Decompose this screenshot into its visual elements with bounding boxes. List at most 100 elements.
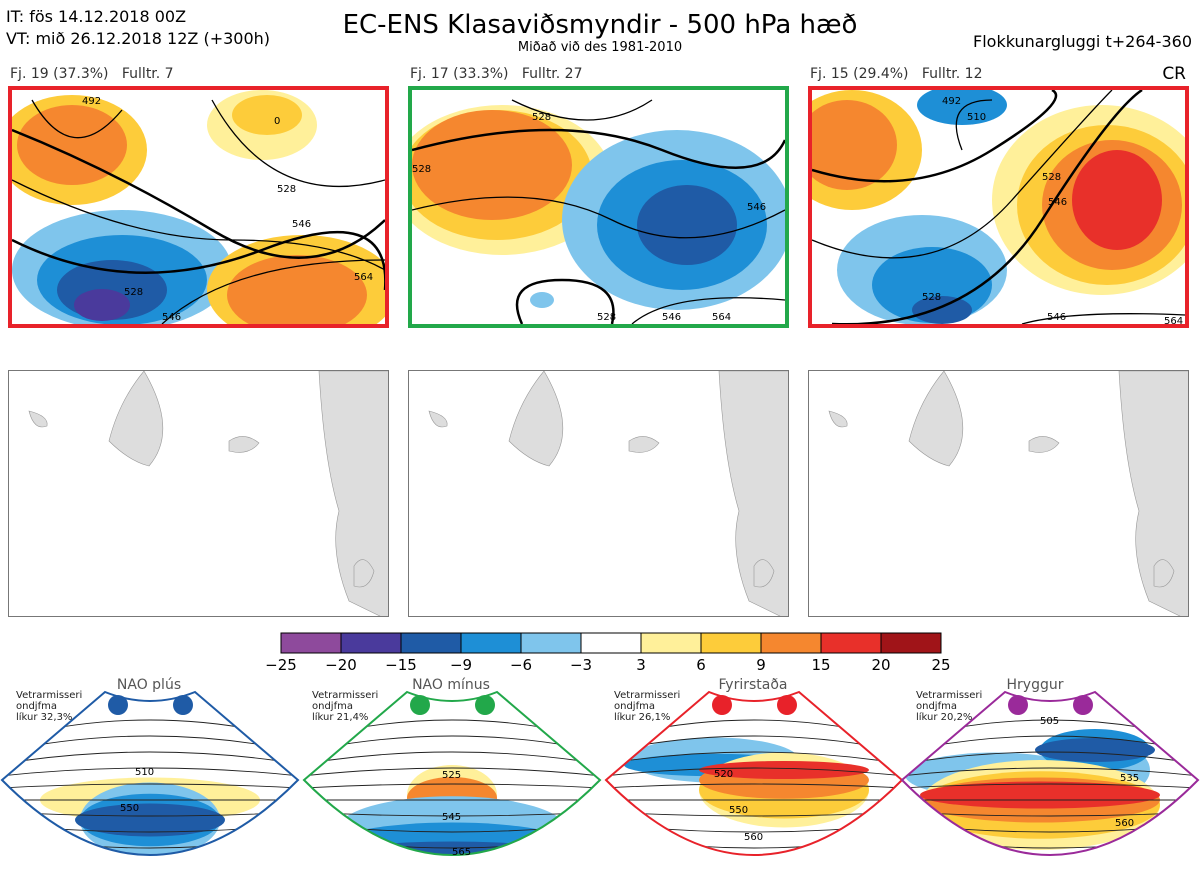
regime-contour-label: 550 (120, 803, 139, 814)
regime-code: CR (1162, 64, 1186, 84)
cluster-2-caption: Fj. 17 (33.3%) Fulltr. 27 (410, 66, 583, 82)
cluster-2-contour-label: 546 (662, 312, 681, 323)
regime-fan-border (302, 690, 602, 856)
regime-note-line: ondjfma (312, 701, 353, 712)
cluster-2-fj: Fj. 17 (33.3%) (410, 66, 509, 82)
colorbar (280, 632, 944, 658)
colorbar-tick-label: 15 (811, 656, 831, 674)
blank-map-3 (808, 370, 1189, 617)
regime-note-line: Vetrarmisseri (614, 690, 681, 701)
cluster-1-caption: Fj. 19 (37.3%) Fulltr. 7 (10, 66, 174, 82)
colorbar-tick-label: −20 (325, 656, 357, 674)
page-title: EC-ENS Klasaviðsmyndir - 500 hPa hæð (342, 10, 858, 40)
init-time: IT: fös 14.12.2018 00Z (6, 7, 187, 26)
cluster-3-contour-label: 510 (967, 112, 986, 123)
cluster-2-map: 528 528 546 528 546 564 (408, 86, 789, 328)
colorbar-tick-label: 9 (756, 656, 766, 674)
regime-4-title: Hryggur (1006, 677, 1064, 693)
colorbar-swatch (820, 632, 882, 654)
blank-map-1 (8, 370, 389, 617)
cluster-1-fj: Fj. 19 (37.3%) (10, 66, 109, 82)
regime-contour-label: 565 (452, 847, 471, 858)
cluster-3-fj: Fj. 15 (29.4%) (810, 66, 909, 82)
regime-probability: líkur 21,4% (312, 712, 369, 723)
cluster-2-rep: Fulltr. 27 (521, 66, 583, 82)
regime-fan-border (900, 690, 1200, 856)
cluster-3-caption: Fj. 15 (29.4%) Fulltr. 12 (810, 66, 983, 82)
window-label: Flokkunargluggi t+264-360 (973, 32, 1192, 51)
regime-contour-label: 550 (729, 805, 748, 816)
cluster-2-contour-label: 564 (712, 312, 731, 323)
regime-fan-border (604, 690, 904, 856)
colorbar-swatch (700, 632, 762, 654)
colorbar-swatch (760, 632, 822, 654)
regime-note-line: ondjfma (614, 701, 655, 712)
colorbar-swatch (400, 632, 462, 654)
regime-probability: líkur 26,1% (614, 712, 671, 723)
cluster-1-contour-label: 564 (354, 272, 373, 283)
colorbar-swatch (640, 632, 702, 654)
cluster-3-rep: Fulltr. 12 (921, 66, 983, 82)
regime-marker-dot (777, 695, 797, 715)
regime-fan-fill (2, 719, 298, 855)
regime-note-line: Vetrarmisseri (916, 690, 983, 701)
colorbar-swatch (580, 632, 642, 654)
colorbar-tick-label: −3 (569, 656, 593, 674)
colorbar-swatch (520, 632, 582, 654)
regime-marker-dot (475, 695, 495, 715)
regime-contour-label: 535 (1120, 773, 1139, 784)
cluster-3-contour-label: 492 (942, 96, 961, 107)
regime-3-title: Fyrirstaða (718, 677, 788, 693)
valid-time: VT: mið 26.12.2018 12Z (+300h) (6, 29, 271, 48)
cluster-3-contour-label: 528 (922, 292, 941, 303)
regime-contour-label: 560 (1115, 818, 1134, 829)
regime-contour-label: 520 (714, 769, 733, 780)
regime-marker-dot (173, 695, 193, 715)
regime-3-note: Vetrarmisseri ondjfma líkur 26,1% (614, 690, 680, 723)
regime-1-title: NAO plús (116, 677, 182, 693)
regime-fan-border (0, 690, 300, 856)
cluster-2-contour-label: 528 (412, 164, 431, 175)
regime-2-title: NAO mínus (412, 677, 490, 693)
colorbar-tick-label: 6 (696, 656, 706, 674)
regime-marker-dot (410, 695, 430, 715)
regime-note-line: Vetrarmisseri (312, 690, 379, 701)
regime-1-note: Vetrarmisseri ondjfma líkur 32,3% (16, 690, 82, 723)
page-subtitle: Miðað við des 1981-2010 (517, 40, 683, 55)
regime-contour-label: 560 (744, 832, 763, 843)
regime-marker-dot (1073, 695, 1093, 715)
colorbar-tick-label: 25 (931, 656, 951, 674)
regime-contour-label: 505 (1040, 716, 1059, 727)
regime-contour-label: 510 (135, 767, 154, 778)
cluster-2-contour-label: 528 (532, 112, 551, 123)
colorbar-tick-label: 3 (636, 656, 646, 674)
regime-probability: líkur 32,3% (16, 712, 73, 723)
cluster-1-contour-label: 528 (124, 287, 143, 298)
regime-note-line: Vetrarmisseri (16, 690, 83, 701)
cluster-1-contour-label: 492 (82, 96, 101, 107)
colorbar-tick-label: 20 (871, 656, 891, 674)
cluster-1-contour-label: 0 (274, 116, 280, 127)
cluster-1-contour-label: 546 (162, 312, 181, 323)
colorbar-tick-label: −25 (265, 656, 297, 674)
regime-note-line: ondjfma (16, 701, 57, 712)
colorbar-swatch (280, 632, 342, 654)
regime-marker-dot (712, 695, 732, 715)
cluster-2-contour-label: 528 (597, 312, 616, 323)
regime-2-note: Vetrarmisseri ondjfma líkur 21,4% (312, 690, 378, 723)
regime-fan-fill (606, 719, 902, 849)
regime-contour-label: 545 (442, 812, 461, 823)
blank-map-2 (408, 370, 789, 617)
regime-row: 510 550 525 545 565 520 550 560 505 535 560 (0, 680, 1200, 871)
colorbar-tick-label: −15 (385, 656, 417, 674)
regime-marker-dot (108, 695, 128, 715)
cluster-3-map: 492 510 528 546 528 546 564 (808, 86, 1189, 328)
regime-fan-fill (902, 719, 1198, 850)
colorbar-tick-label: −9 (449, 656, 473, 674)
colorbar-swatch (340, 632, 402, 654)
colorbar-swatch (460, 632, 522, 654)
cluster-2-contour-label: 546 (747, 202, 766, 213)
cluster-1-rep: Fulltr. 7 (121, 66, 174, 82)
regime-marker-dot (1008, 695, 1028, 715)
colorbar-tick-label: −6 (509, 656, 533, 674)
